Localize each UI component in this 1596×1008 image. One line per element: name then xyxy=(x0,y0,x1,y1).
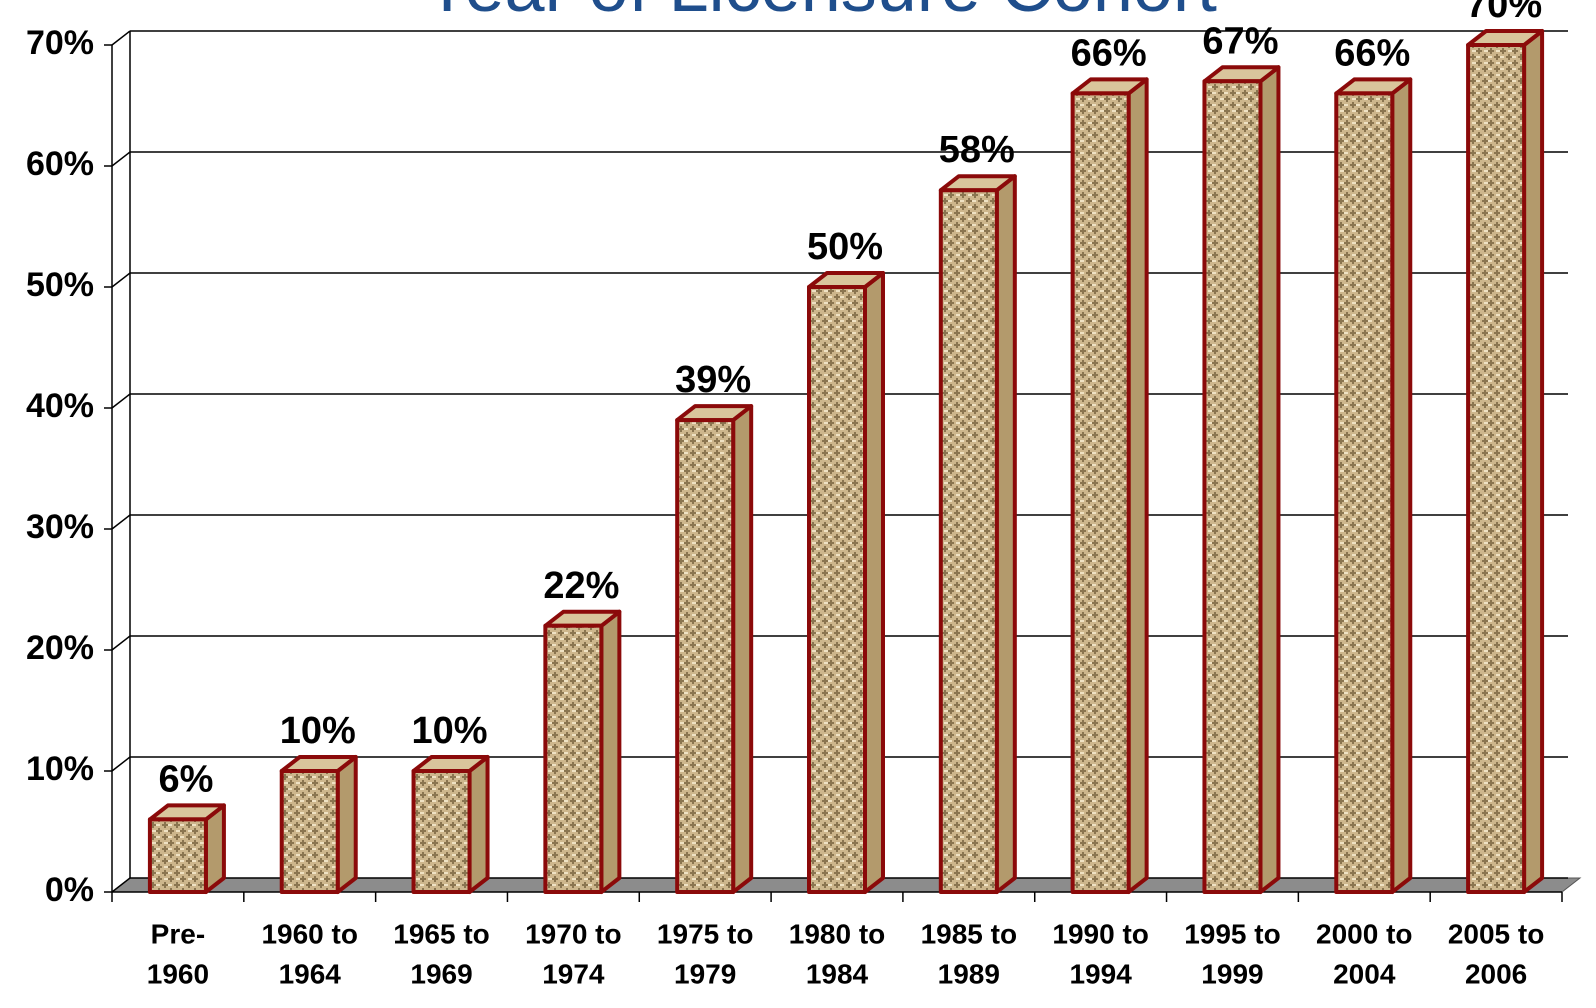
bar-front xyxy=(411,769,472,894)
value-label: 67% xyxy=(1202,20,1278,62)
bar-side xyxy=(1126,77,1149,894)
x-tick-label: 2005 to xyxy=(1448,918,1545,949)
bar xyxy=(1202,65,1281,895)
x-tick-label: 1985 to xyxy=(921,918,1018,949)
y-tick-label: 10% xyxy=(26,750,94,788)
bar-front xyxy=(1202,79,1263,895)
x-tick-label: 1980 to xyxy=(789,918,886,949)
x-tick-label: 2000 to xyxy=(1316,918,1413,949)
x-tick-label: 1975 to xyxy=(657,918,754,949)
bar xyxy=(807,271,885,894)
bar-side xyxy=(994,174,1017,894)
value-label: 22% xyxy=(543,565,619,607)
value-label: 66% xyxy=(1334,32,1410,74)
x-tick-label: 1969 xyxy=(410,958,472,989)
bar xyxy=(1334,77,1413,894)
bar-side xyxy=(1258,65,1281,894)
y-depth-mark xyxy=(111,151,131,167)
x-tick-label: 1965 to xyxy=(393,918,490,949)
value-label: 50% xyxy=(807,226,883,268)
x-tick-label: 1974 xyxy=(542,958,605,989)
value-label: 10% xyxy=(280,710,356,752)
value-label: 39% xyxy=(675,359,751,401)
x-tick-label: 1970 to xyxy=(525,918,622,949)
bar-side xyxy=(1522,29,1545,894)
bar xyxy=(1466,29,1545,894)
bar-side xyxy=(1390,77,1413,894)
x-tick-label: 1960 to xyxy=(261,918,358,949)
value-label: 66% xyxy=(1071,32,1147,74)
bar xyxy=(147,803,226,895)
y-depth-mark xyxy=(111,877,131,893)
y-depth-mark xyxy=(111,756,131,772)
y-depth-mark xyxy=(111,635,131,651)
bar-side xyxy=(599,609,622,894)
bar xyxy=(938,174,1017,894)
value-label: 6% xyxy=(158,758,213,800)
bar-side xyxy=(731,404,754,894)
x-tick-label: 1964 xyxy=(279,958,342,989)
value-label: 58% xyxy=(939,129,1015,171)
x-tick-label: 1999 xyxy=(1201,958,1263,989)
x-tick-label: 2004 xyxy=(1333,958,1396,989)
x-tick-label: 1960 xyxy=(147,958,209,989)
y-depth-mark xyxy=(111,30,131,46)
value-label: 10% xyxy=(412,710,488,752)
bar xyxy=(279,755,358,894)
x-tick-label: 2006 xyxy=(1465,958,1527,989)
bar-side xyxy=(863,271,885,894)
x-tick-label: 1990 to xyxy=(1052,918,1149,949)
bar xyxy=(1070,77,1149,894)
y-tick-label: 0% xyxy=(45,871,94,909)
x-tick-label: 1989 xyxy=(938,958,1000,989)
x-tick-label: Pre- xyxy=(151,918,205,949)
y-depth-mark xyxy=(111,272,131,288)
y-tick-label: 60% xyxy=(26,145,94,183)
bar-front xyxy=(675,418,736,894)
x-tick-label: 1994 xyxy=(1069,958,1132,989)
y-depth-mark xyxy=(111,514,131,530)
bar-front xyxy=(147,817,208,895)
bar-front xyxy=(938,188,999,894)
bar-front xyxy=(807,285,867,894)
x-tick-label: 1984 xyxy=(806,958,869,989)
y-tick-label: 20% xyxy=(26,629,94,667)
y-tick-label: 40% xyxy=(26,387,94,425)
y-tick-label: 30% xyxy=(26,508,94,546)
chart-title: Year of Licensure Cohort xyxy=(423,0,1217,27)
x-tick-label: 1979 xyxy=(674,958,736,989)
bar-front xyxy=(279,769,340,894)
bar-front xyxy=(543,623,604,894)
y-depth-mark xyxy=(111,393,131,409)
bar-front xyxy=(1466,43,1527,894)
y-tick-label: 50% xyxy=(26,266,94,304)
bar-front xyxy=(1334,91,1395,894)
bar xyxy=(675,404,754,894)
bar-side xyxy=(467,755,490,894)
value-label: 70% xyxy=(1466,0,1542,26)
bar-front xyxy=(1070,91,1131,894)
y-tick-label: 70% xyxy=(26,24,94,62)
bar xyxy=(411,755,490,894)
x-tick-label: 1995 to xyxy=(1184,918,1281,949)
bar-side xyxy=(335,755,358,894)
bar xyxy=(543,609,622,894)
